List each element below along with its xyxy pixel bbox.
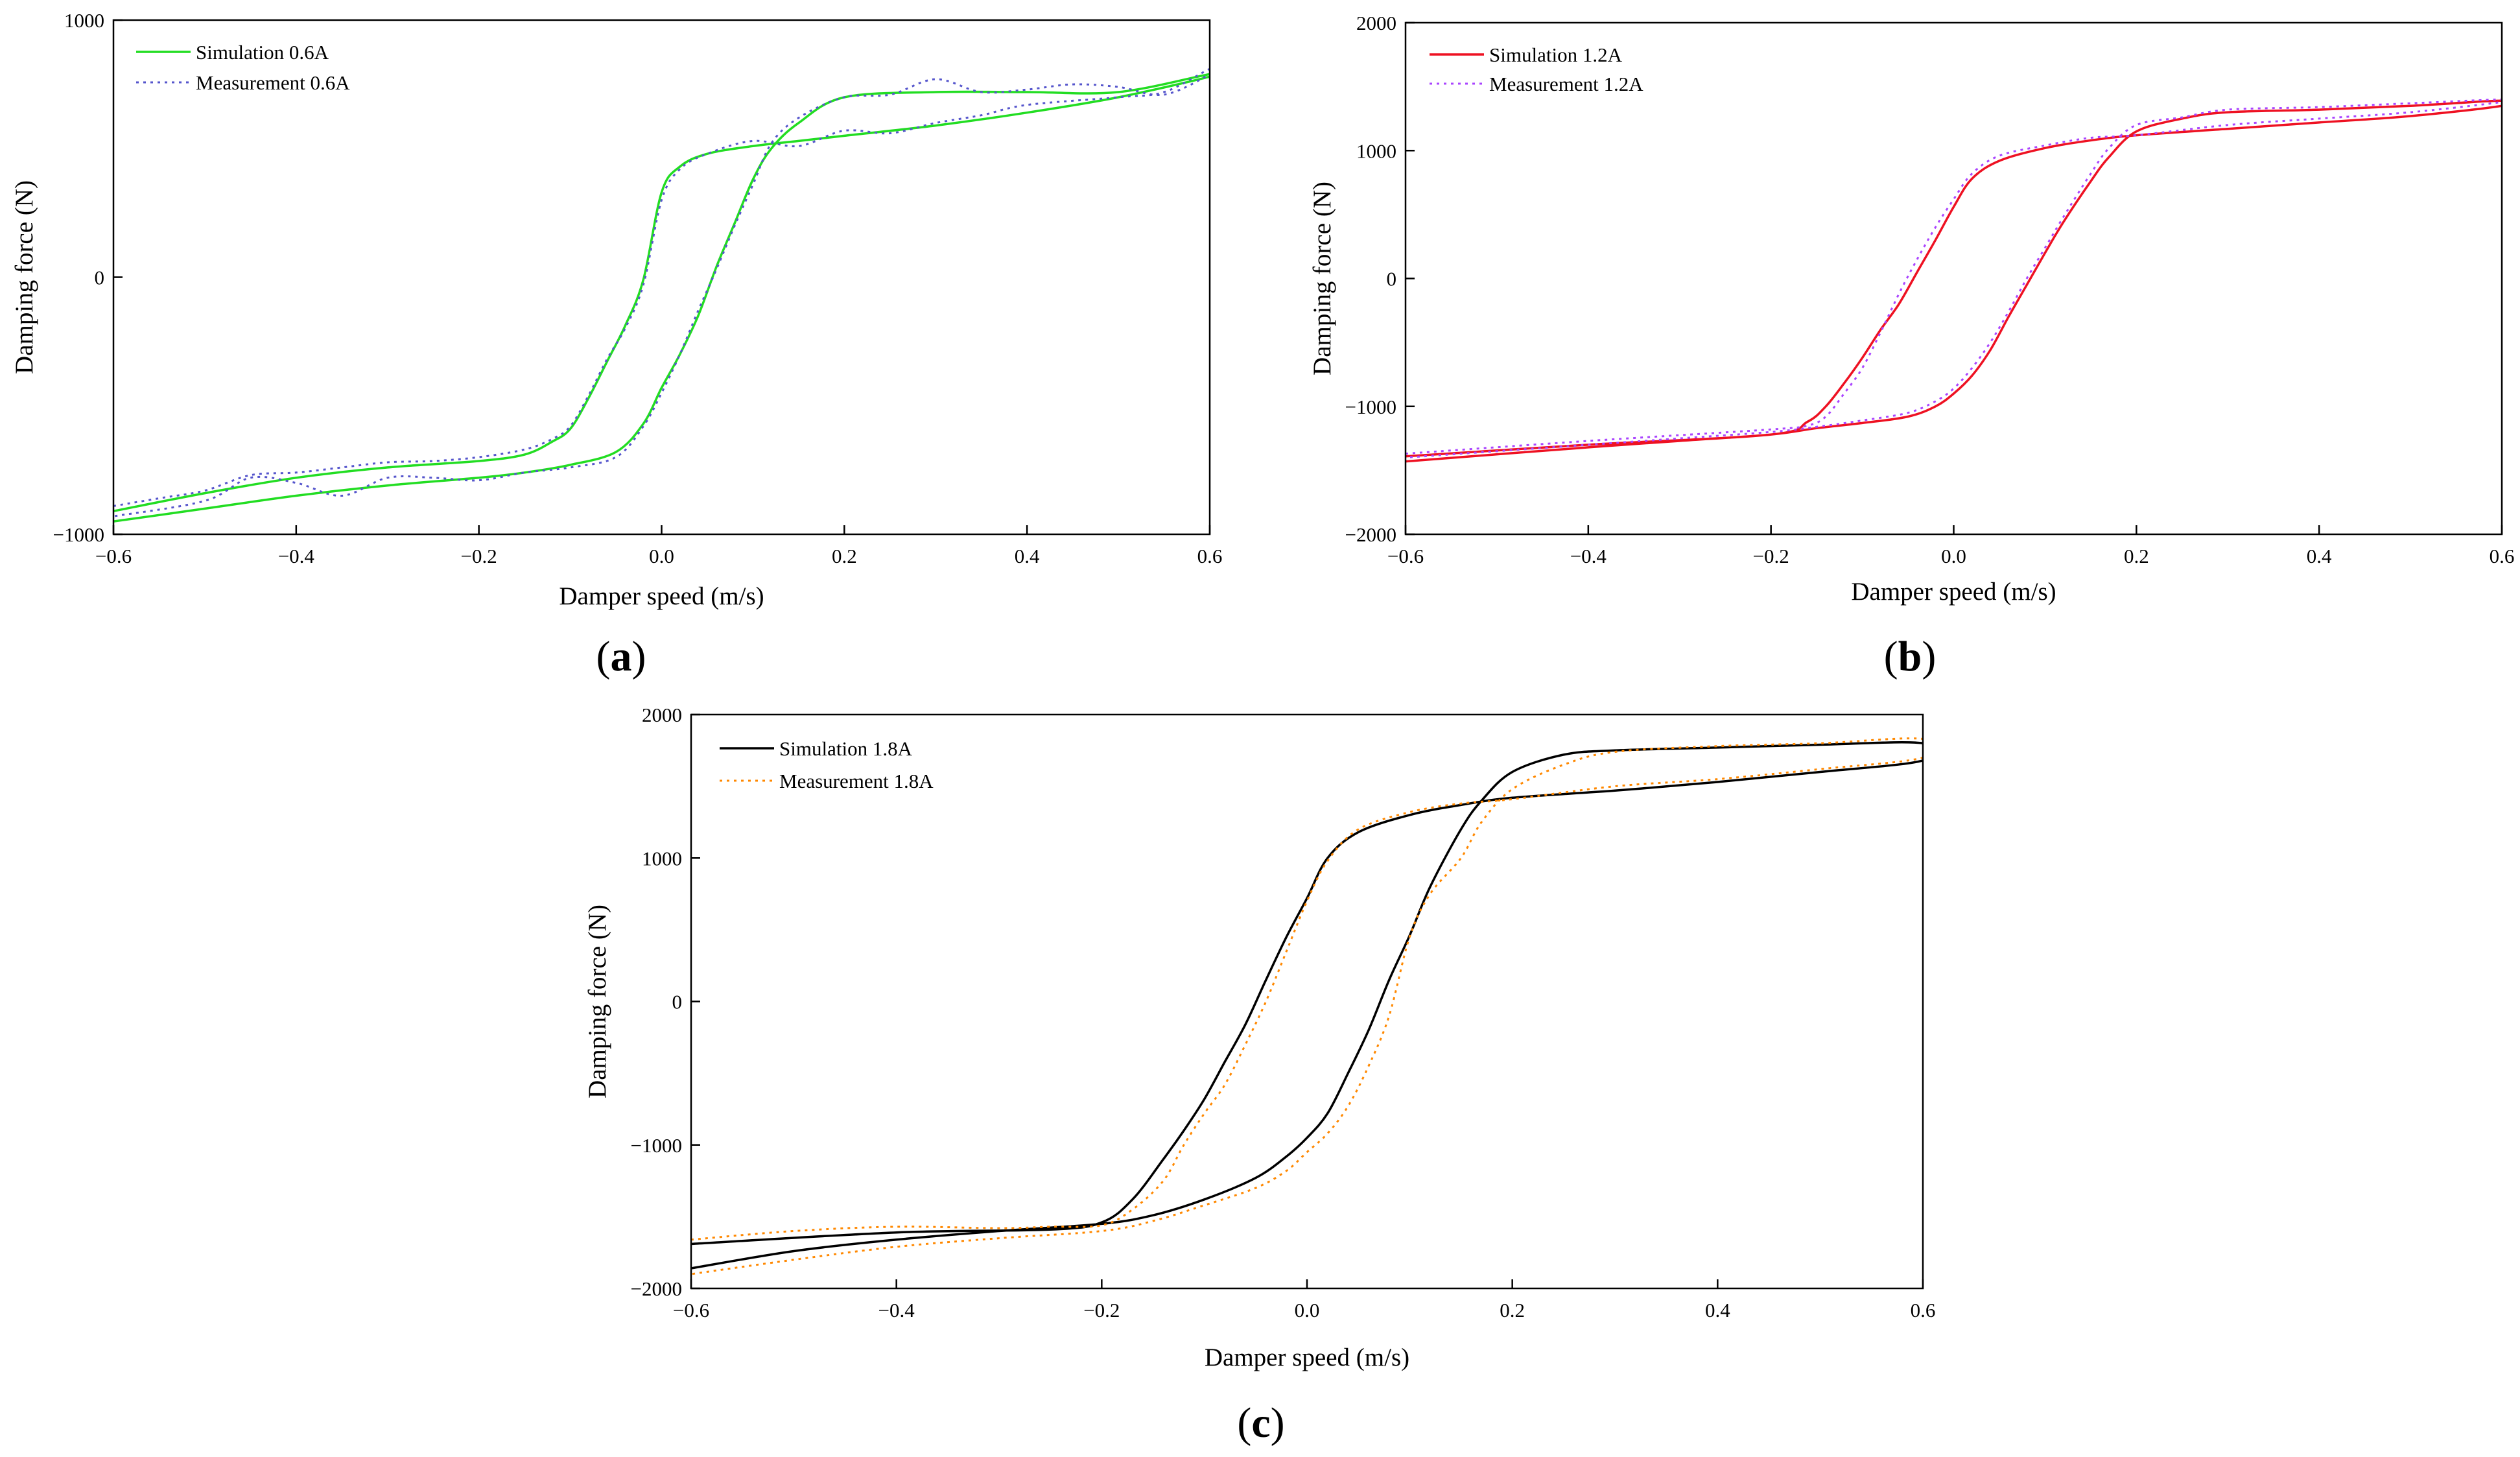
panel-c-y-axis-label: Damping force (N) — [583, 905, 611, 1098]
panel-label-a: (a) — [596, 633, 646, 680]
panel-b-x-tick-label: 0.4 — [2307, 545, 2332, 567]
panel-c-y-tick-label: −1000 — [631, 1134, 682, 1157]
panel-c-plot-frame — [690, 713, 1924, 1290]
panel-b-series-simulation-line — [1406, 99, 2502, 463]
panel-a-legend-label-measurement: Measurement 0.6A — [196, 71, 350, 94]
panel-a-x-tick-label: 0.6 — [1197, 545, 1223, 567]
panel-c-y-tick-label: 0 — [672, 991, 683, 1013]
panel-a-x-axis-label: Damper speed (m/s) — [559, 582, 764, 610]
panel-a-x-tick-label: −0.4 — [278, 545, 315, 567]
panel-b-y-axis-label: Damping force (N) — [1308, 182, 1336, 375]
panel-c-series-simulation-line — [691, 741, 1923, 1270]
panel-b-legend-label-measurement: Measurement 1.2A — [1489, 73, 1643, 95]
panel-b-y-tick-label: −1000 — [1345, 396, 1396, 418]
panel-c-series-measurement-line — [691, 737, 1923, 1275]
panel-b-y-tick-label: 2000 — [1356, 12, 1396, 34]
panel-a-series-simulation-line — [113, 73, 1210, 523]
panel-b-y-tick-label: 0 — [1387, 268, 1397, 290]
panel-c-x-tick-label: 0.0 — [1295, 1299, 1320, 1321]
panel-a-y-tick-label: −1000 — [53, 523, 104, 546]
panel-a-plot-frame — [112, 19, 1211, 536]
panel-b-y-tick-label: −2000 — [1345, 523, 1396, 546]
panel-a-x-tick-label: 0.2 — [832, 545, 857, 567]
panel-a-y-axis-label: Damping force (N) — [10, 180, 38, 374]
panel-a-x-tick-label: −0.6 — [95, 545, 132, 567]
panel-c-x-tick-label: 0.4 — [1705, 1299, 1730, 1321]
panel-b-x-tick-label: 0.0 — [1941, 545, 1966, 567]
panel-c-y-tick-label: 2000 — [642, 704, 682, 726]
panel-c-x-tick-label: −0.6 — [673, 1299, 709, 1321]
panel-c-legend-label-simulation: Simulation 1.8A — [779, 737, 913, 760]
panel-c-x-axis-label: Damper speed (m/s) — [1205, 1344, 1409, 1371]
panel-b-x-axis-label: Damper speed (m/s) — [1851, 578, 2056, 606]
panel-a: −0.6 −0.4 −0.2 0.0 0.2 0.4 0.6 1000 0 −1000 Damper… — [10, 9, 1222, 610]
panel-a-x-tick-label: −0.2 — [461, 545, 497, 567]
panel-c-x-tick-label: 0.6 — [1911, 1299, 1936, 1321]
panel-b: −0.6 −0.4 −0.2 0.0 0.2 0.4 0.6 2000 1000 0 −1000 −2… — [1308, 12, 2514, 606]
panel-b-plot-frame — [1404, 21, 2503, 536]
panel-c-x-tick-label: 0.2 — [1500, 1299, 1525, 1321]
panel-b-x-tick-label: 0.2 — [2124, 545, 2149, 567]
panel-b-x-tick-label: −0.6 — [1387, 545, 1424, 567]
panel-a-y-tick-label: 0 — [95, 267, 105, 289]
panel-b-x-tick-label: −0.4 — [1570, 545, 1607, 567]
panel-a-series-measurement-line — [113, 67, 1210, 517]
panel-b-x-tick-label: −0.2 — [1753, 545, 1789, 567]
panel-a-x-tick-label: 0.0 — [649, 545, 674, 567]
panel-c-legend-label-measurement: Measurement 1.8A — [779, 770, 934, 792]
panel-label-c: (c) — [1237, 1399, 1284, 1447]
panel-b-y-tick-label: 1000 — [1356, 139, 1396, 162]
panel-c-x-tick-label: −0.2 — [1083, 1299, 1120, 1321]
panel-c: −0.6 −0.4 −0.2 0.0 0.2 0.4 0.6 2000 1000 0 −1000 −2… — [583, 704, 1936, 1371]
panel-c-x-tick-label: −0.4 — [878, 1299, 915, 1321]
panel-label-b: (b) — [1884, 633, 1937, 680]
panel-b-x-tick-label: 0.6 — [2490, 545, 2515, 567]
panel-a-legend-label-simulation: Simulation 0.6A — [196, 41, 329, 64]
panel-b-legend-label-simulation: Simulation 1.2A — [1489, 43, 1623, 66]
panel-c-y-tick-label: 1000 — [642, 847, 682, 870]
panel-a-x-tick-label: 0.4 — [1015, 545, 1040, 567]
panel-a-y-tick-label: 1000 — [64, 9, 104, 32]
panel-b-series-measurement-line — [1406, 98, 2502, 459]
panel-c-y-tick-label: −2000 — [631, 1277, 682, 1300]
